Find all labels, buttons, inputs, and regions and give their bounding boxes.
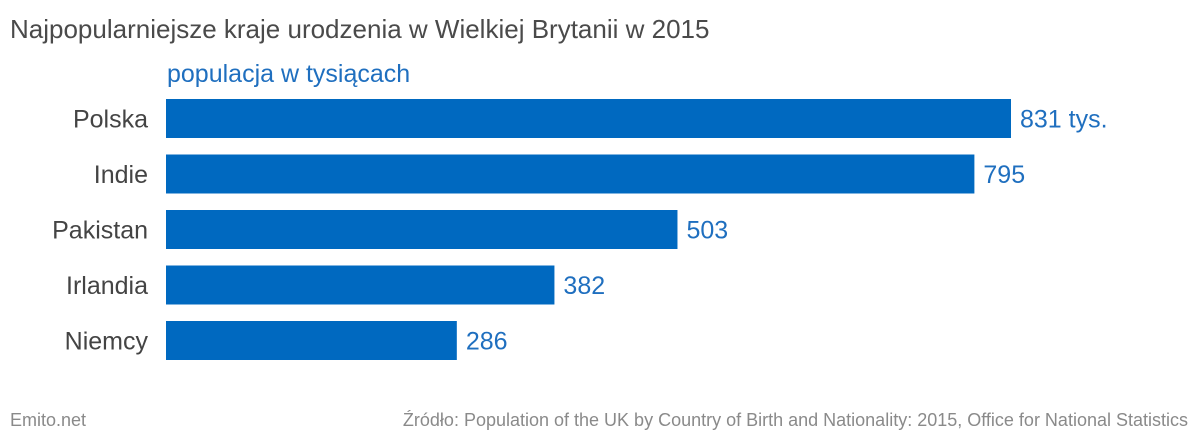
bar-indie [166, 154, 975, 194]
chart-subtitle: populacja w tysiącach [167, 60, 411, 88]
chart-title: Najpopularniejsze kraje urodzenia w Wiel… [10, 14, 710, 44]
category-label: Niemcy [65, 328, 149, 356]
value-label: 382 [563, 272, 605, 300]
brand-footer: Emito.net [10, 410, 87, 430]
source-footer: Źródło: Population of the UK by Country … [402, 410, 1188, 430]
value-label: 795 [983, 161, 1025, 189]
value-label: 503 [686, 217, 728, 245]
bar-pakistan [166, 210, 678, 249]
bar-irlandia [166, 265, 555, 305]
bar-polska [166, 99, 1011, 138]
bar-niemcy [166, 321, 457, 360]
category-label: Polska [73, 106, 148, 134]
category-label: Pakistan [52, 217, 148, 245]
category-label: Irlandia [66, 272, 148, 300]
value-label: 831 tys. [1020, 106, 1108, 134]
category-label: Indie [94, 161, 148, 189]
value-label: 286 [466, 328, 508, 356]
